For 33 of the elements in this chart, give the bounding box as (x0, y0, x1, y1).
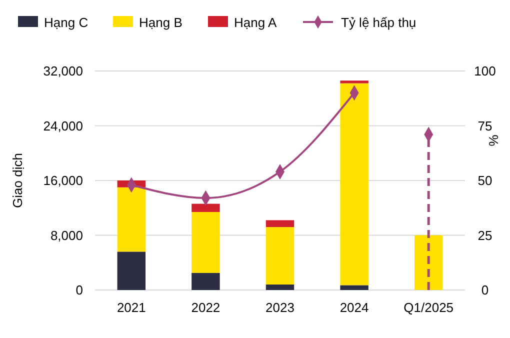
bar (117, 252, 146, 290)
bar (340, 83, 368, 286)
legend-label: Hạng B (139, 15, 182, 30)
y2-tick-label: 25 (478, 228, 492, 243)
y-tick-label: 32,000 (43, 64, 83, 79)
y2-tick-label: 50 (478, 173, 492, 188)
bar (266, 227, 294, 285)
bar (340, 285, 368, 290)
bar (192, 272, 220, 290)
y-tick-label: 8,000 (50, 228, 83, 243)
x-tick-label: 2023 (266, 300, 294, 315)
legend-label: Hạng A (234, 15, 277, 30)
y2-tick-label: 0 (481, 282, 489, 298)
x-tick-label: 2021 (116, 300, 146, 315)
x-tick-label: 2024 (340, 300, 369, 315)
bar (266, 220, 294, 228)
bar (414, 235, 443, 290)
bar (192, 204, 220, 212)
bar (266, 284, 294, 290)
y2-tick-label: 100 (474, 64, 496, 79)
y2-axis-title: % (486, 134, 501, 146)
x-tick-label: 2022 (191, 300, 220, 315)
y-axis-title: Giao dịch (10, 153, 25, 208)
bar (192, 212, 220, 273)
y-tick-label: 24,000 (43, 118, 83, 134)
y2-tick-label: 75 (478, 118, 492, 134)
bar (117, 187, 146, 252)
bar (340, 80, 368, 84)
y-tick-label: 16,000 (43, 173, 83, 188)
legend-label: Hạng C (44, 15, 88, 30)
y-tick-label: 0 (76, 282, 83, 298)
legend-label: Tỷ lệ hấp thụ (341, 15, 416, 30)
x-tick-label: Q1/2025 (404, 300, 454, 315)
